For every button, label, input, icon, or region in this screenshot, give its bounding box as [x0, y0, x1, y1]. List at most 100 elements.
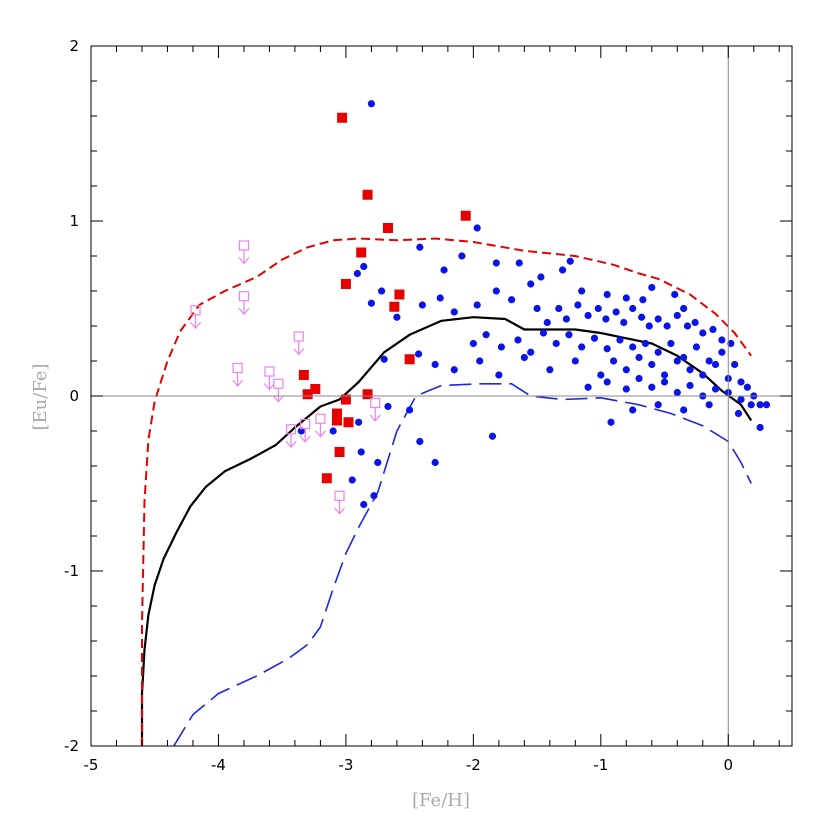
blue-data-point — [482, 331, 490, 339]
blue-data-point — [731, 360, 739, 369]
blue-data-point — [663, 322, 671, 330]
blue-data-point — [612, 308, 620, 316]
blue-data-point — [527, 348, 535, 356]
upper-limit-marker — [334, 490, 345, 515]
blue-data-point — [436, 294, 444, 302]
upper-limit-square — [273, 378, 284, 389]
blue-data-point — [458, 252, 466, 260]
red-square-point — [404, 354, 415, 365]
blue-data-point — [705, 401, 713, 409]
upper-limit-marker — [293, 331, 305, 356]
model-upper-curve — [141, 237, 753, 746]
blue-data-point — [492, 259, 500, 267]
red-square-point — [331, 415, 342, 426]
blue-data-point — [648, 283, 656, 292]
blue-data-point — [635, 374, 643, 383]
red-square-point — [362, 389, 373, 400]
upper-limit-square — [370, 397, 381, 409]
blue-data-point — [473, 224, 481, 232]
upper-limit-arrow — [369, 407, 381, 422]
blue-data-point — [492, 287, 500, 295]
blue-data-point — [597, 371, 605, 379]
blue-data-point — [495, 371, 503, 379]
blue-data-point — [353, 269, 361, 278]
blue-data-point — [622, 294, 630, 302]
red-square-point — [362, 189, 373, 200]
blue-data-point — [571, 357, 579, 365]
blue-data-point — [488, 432, 497, 440]
blue-data-point — [329, 427, 337, 435]
blue-data-point — [367, 299, 375, 307]
blue-data-point — [635, 353, 643, 362]
upper-limit-square — [232, 362, 243, 374]
upper-limit-arrow — [238, 250, 250, 265]
upper-limit-arrow — [232, 372, 244, 387]
red-square-point — [302, 389, 313, 400]
upper-limit-square — [238, 240, 250, 251]
upper-limit-arrow — [285, 433, 297, 449]
axes: -5 -4 -3 -2 -1 0 -2 -1 0 1 2 — [64, 37, 793, 774]
blue-data-point — [660, 378, 669, 386]
red-square-point — [298, 370, 309, 380]
blue-data-point — [629, 304, 637, 313]
x-tick-label: -4 — [211, 756, 226, 774]
blue-data-point — [555, 304, 563, 313]
x-tick-label: -5 — [84, 756, 99, 774]
blue-data-point — [620, 318, 628, 327]
blue-data-point — [629, 406, 637, 414]
blue-data-point — [360, 500, 368, 509]
blue-data-point — [594, 304, 602, 313]
blue-data-point — [527, 280, 535, 288]
blue-data-point — [699, 371, 707, 379]
blue-data-point — [552, 339, 560, 348]
blue-data-point — [683, 322, 692, 330]
blue-data-point — [297, 427, 305, 435]
upper-limit-marker — [314, 413, 326, 438]
upper-limit-marker — [272, 378, 284, 403]
y-tick-label: -1 — [64, 562, 79, 580]
upper-limit-marker — [232, 362, 244, 387]
blue-data-point — [743, 383, 751, 391]
blue-data-point — [737, 395, 745, 404]
blue-data-point — [384, 402, 392, 411]
red-square-point — [394, 289, 405, 300]
blue-data-point — [416, 437, 424, 446]
blue-data-point — [440, 266, 448, 274]
blue-data-point — [360, 262, 368, 271]
blue-data-point — [648, 360, 656, 369]
blue-data-point — [645, 322, 653, 330]
blue-data-point — [609, 357, 618, 365]
blue-data-point — [357, 448, 365, 456]
upper-limit-square — [293, 331, 304, 342]
x-tick-label: -1 — [593, 756, 608, 774]
blue-data-point — [680, 304, 688, 313]
blue-data-point — [584, 311, 592, 320]
blue-data-point — [603, 290, 611, 299]
blue-data-point — [515, 259, 523, 267]
y-tick-label: -2 — [64, 737, 79, 755]
blue-data-point — [673, 357, 681, 365]
upper-limit-arrow — [293, 341, 305, 356]
red-square-point — [460, 210, 471, 221]
blue-data-point — [607, 418, 615, 426]
blue-data-point — [622, 385, 630, 393]
upper-limit-square — [238, 291, 250, 302]
blue-data-point — [578, 287, 586, 295]
blue-data-point — [508, 296, 516, 304]
blue-data-point — [756, 423, 764, 432]
red-square-point — [340, 394, 351, 405]
blue-data-point — [374, 458, 382, 467]
blue-data-point — [566, 257, 574, 265]
model-lower-curve — [173, 383, 752, 746]
blue-data-point — [680, 353, 688, 362]
upper-limit-marker — [263, 366, 275, 391]
blue-data-point — [692, 343, 701, 351]
blue-data-point — [641, 339, 650, 348]
x-tick-label: 0 — [723, 756, 733, 774]
blue-data-point — [393, 313, 401, 321]
y-tick-label: 1 — [69, 212, 79, 230]
blue-data-point — [450, 366, 458, 374]
upper-limit-marker — [190, 305, 201, 330]
upper-limit-arrow — [272, 388, 284, 403]
